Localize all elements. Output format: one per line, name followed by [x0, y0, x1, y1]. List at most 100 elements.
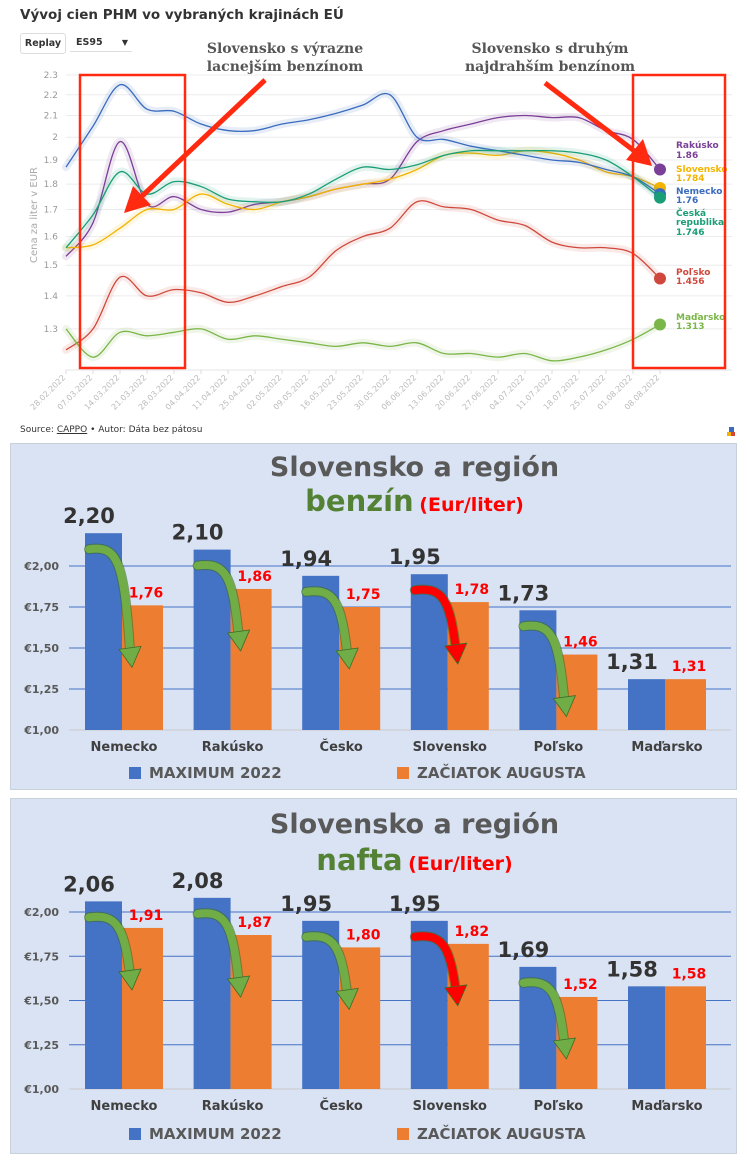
benzin-unit: (Eur/liter) — [419, 494, 524, 516]
highlight-box-right — [631, 73, 727, 370]
nafta-bar-chart: €1,00 €1,25 €1,50 €1,75 €2,00 2,06 1,91 Nemecko… — [23, 869, 731, 1114]
legend-item-august: ZAČIATOK AUGUSTA — [397, 764, 586, 782]
y-tick-label: 2.2 — [44, 91, 58, 101]
trend-arrow — [302, 587, 352, 657]
nafta-word: nafta — [316, 843, 403, 877]
legend-label: ZAČIATOK AUGUSTA — [417, 764, 586, 782]
legend-label: MAXIMUM 2022 — [149, 764, 282, 782]
benzin-chart-subtitle: benzín (Eur/liter) — [11, 484, 738, 518]
legend-swatch-orange — [397, 1128, 409, 1140]
highlight-box-left — [78, 73, 187, 370]
end-label-value: 1.456 — [676, 277, 704, 287]
y-tick-label: 1.9 — [44, 156, 59, 166]
source-link[interactable]: CAPPO — [56, 425, 88, 435]
trend-arrow — [85, 544, 134, 656]
end-label-name-part: republika — [676, 218, 724, 228]
max-value-label: 1,94 — [280, 547, 332, 571]
category-label: Rakúsko — [202, 740, 264, 755]
annotation-right-line2: najdrahším benzínom — [464, 59, 636, 75]
series-line-4 — [65, 200, 661, 351]
legend-item-august: ZAČIATOK AUGUSTA — [397, 1125, 586, 1143]
y-tick-label: 1.5 — [44, 261, 58, 271]
y-tick-label: €1,25 — [23, 1039, 59, 1052]
y-tick-label: €1,75 — [23, 950, 59, 963]
benzin-word: benzín — [305, 484, 414, 518]
y-tick-label: €1,25 — [23, 683, 59, 696]
y-tick-label: 2.3 — [44, 71, 58, 81]
legend-label: ZAČIATOK AUGUSTA — [417, 1125, 586, 1143]
end-label-value: 1.784 — [676, 174, 704, 184]
source-prefix: Source: — [20, 425, 57, 435]
end-label-value: 1.86 — [676, 151, 698, 161]
end-label-name: Rakúsko — [676, 141, 719, 151]
nafta-chart-subtitle: nafta (Eur/liter) — [11, 843, 738, 877]
august-value-label: 1,52 — [563, 977, 598, 993]
max-value-label: 2,08 — [172, 869, 224, 893]
benzin-chart-title: Slovensko a región — [269, 452, 560, 483]
replay-button[interactable]: Replay — [20, 33, 66, 54]
y-tick-label: 1.3 — [44, 325, 58, 335]
down-arrow-icon — [118, 645, 142, 669]
legend-swatch-blue — [129, 1128, 141, 1140]
benzin-panel: Slovensko a región benzín (Eur/liter) €1… — [10, 443, 737, 790]
max-value-label: 1,69 — [497, 938, 549, 962]
nafta-chart-title: Slovensko a región — [269, 809, 560, 840]
annotation-right: Slovensko s druhým najdrahším benzínom — [450, 40, 650, 76]
down-arrow-icon — [118, 968, 142, 991]
y-tick-label: 1.6 — [44, 232, 59, 242]
down-arrow-icon — [335, 647, 359, 670]
trend-arrow — [519, 978, 569, 1047]
chevron-down-icon: ▼ — [121, 37, 128, 47]
category-label: Slovensko — [413, 1099, 487, 1114]
max-value-label: 1,58 — [606, 957, 658, 981]
annotation-right-line1: Slovensko s druhým — [471, 41, 629, 57]
legend-swatch-blue — [129, 767, 141, 779]
end-label-name: Nemecko — [676, 187, 722, 197]
source-line: Source: CAPPO • Autor: Dáta bez pátosu — [20, 425, 202, 435]
august-value-label: 1,86 — [237, 569, 272, 585]
down-arrow-icon — [226, 975, 251, 998]
end-point-0 — [654, 163, 666, 176]
y-tick-label: 1.8 — [44, 180, 59, 190]
author-text: • Autor: Dáta bez pátosu — [87, 425, 203, 435]
y-tick-label: 1.7 — [44, 206, 58, 216]
august-value-label: 1,46 — [563, 635, 598, 651]
max-value-label: 1,95 — [389, 892, 441, 916]
down-arrow-icon — [552, 695, 577, 718]
category-label: Nemecko — [91, 740, 158, 755]
page-title: Vývoj cien PHM vo vybraných krajinách EÚ — [20, 7, 344, 23]
august-value-label: 1,80 — [346, 927, 381, 943]
fuel-select[interactable]: ES95 ▼ — [70, 33, 132, 52]
annotation-left: Slovensko s výrazne lacnejším benzínom — [185, 40, 385, 76]
category-label: Poľsko — [534, 1099, 584, 1114]
bar-august — [665, 679, 706, 730]
down-arrow-icon — [444, 642, 468, 665]
trend-arrow — [193, 560, 243, 639]
y-tick-label: €1,00 — [23, 724, 59, 737]
logo-icon — [727, 424, 736, 436]
y-tick-label: 2 — [52, 133, 58, 143]
line-chart: 2.32.22.121.91.81.71.61.51.41.328.02.202… — [29, 71, 732, 412]
end-label-value: 1.746 — [676, 228, 704, 238]
end-label-value: 1.76 — [676, 196, 698, 206]
y-tick-label: €2,00 — [23, 560, 59, 573]
down-arrow-icon — [444, 984, 468, 1007]
nafta-panel: Slovensko a región nafta (Eur/liter) €1,… — [10, 798, 737, 1154]
series-line-1 — [65, 150, 661, 249]
end-point-5 — [654, 318, 666, 331]
max-value-label: 1,31 — [606, 650, 658, 674]
legend-swatch-orange — [397, 767, 409, 779]
y-tick-label: 2.1 — [44, 111, 58, 121]
benzin-bar-chart: €1,00 €1,25 €1,50 €1,75 €2,00 2,20 1,76 Nemecko… — [23, 504, 731, 755]
category-label: Česko — [320, 739, 363, 755]
end-point-4 — [654, 272, 666, 285]
end-label-name-part: Česká — [676, 207, 706, 219]
down-arrow-icon — [552, 1037, 577, 1060]
max-value-label: 1,95 — [389, 545, 441, 569]
category-label: Maďarsko — [631, 740, 702, 755]
nafta-unit: (Eur/liter) — [408, 853, 513, 875]
trend-arrow — [410, 585, 460, 653]
legend-item-max: MAXIMUM 2022 — [129, 764, 282, 782]
category-label: Poľsko — [534, 740, 584, 755]
category-label: Nemecko — [91, 1099, 158, 1114]
